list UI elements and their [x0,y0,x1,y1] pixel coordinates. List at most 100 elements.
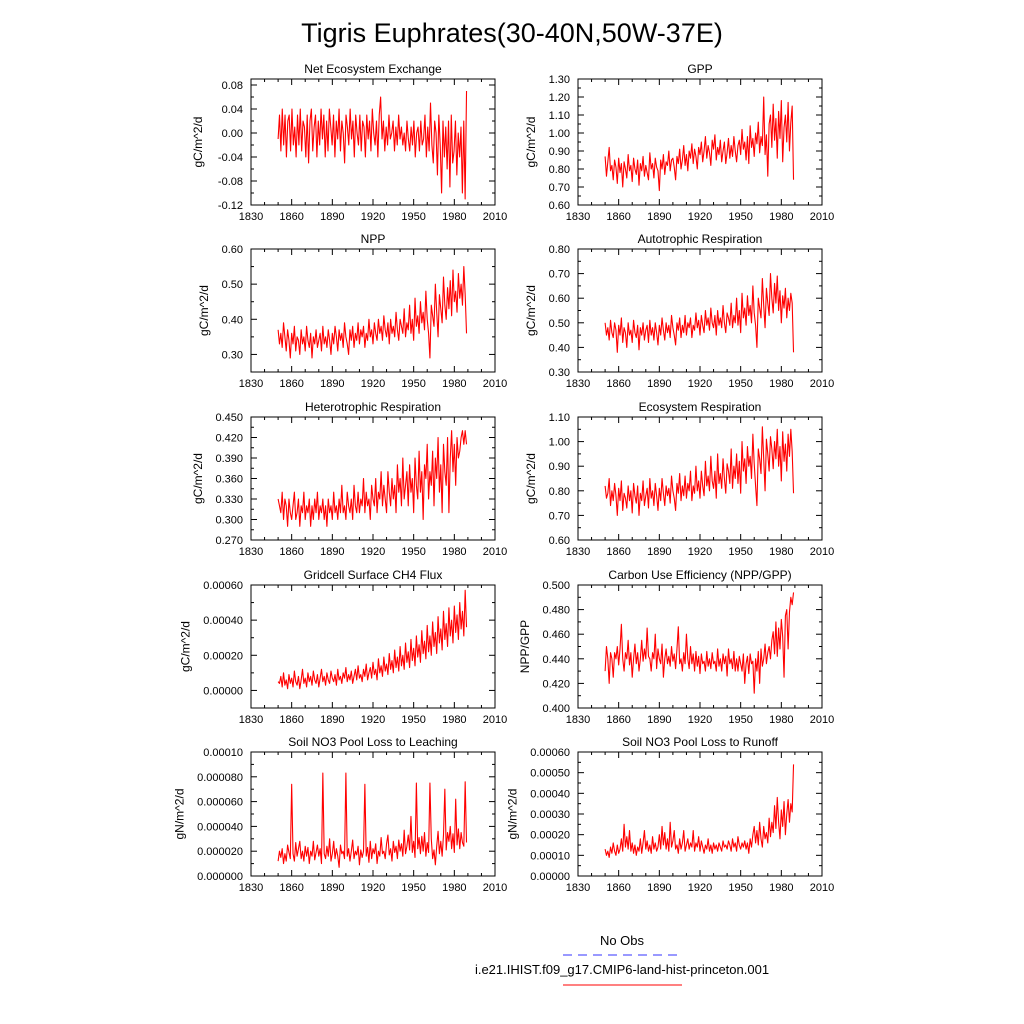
x-tick-label: 1980 [442,378,466,390]
x-tick-label: 2010 [810,378,834,390]
x-tick-label: 1980 [769,546,793,558]
series-line [277,589,468,690]
x-tick-label: 1980 [769,714,793,726]
x-tick-label: 1980 [442,211,466,223]
x-tick-label: 1950 [401,882,425,894]
y-tick-label: 0.40 [549,342,570,354]
y-tick-label: 0.00020 [203,650,243,662]
series-line [277,266,468,359]
x-tick-label: 1830 [239,882,263,894]
x-tick-label: 2010 [810,546,834,558]
panel-title: Soil NO3 Pool Loss to Runoff [622,735,779,749]
legend-obs-label: No Obs [600,933,645,948]
y-tick-label: 0.00060 [203,580,243,592]
y-tick-label: 0.440 [542,654,570,666]
y-tick-label: 0.270 [215,535,243,547]
y-tick-label: -0.08 [218,176,243,188]
x-tick-label: 1950 [401,714,425,726]
panel-npp: 1830 1860 1890 1920 1950 1980 2010 0.30 0.40 0.50… [197,232,507,390]
y-axis-label: gC/m^2/d [191,453,205,504]
x-tick-label: 1950 [728,546,752,558]
y-tick-label: 1.10 [549,110,570,122]
x-tick-label: 1980 [769,882,793,894]
y-axis-label: gN/m^2/d [172,789,186,840]
y-tick-label: 0.00010 [530,850,570,862]
x-tick-label: 1920 [688,546,712,558]
y-tick-label: 0.00030 [530,809,570,821]
y-tick-label: 0.420 [542,678,570,690]
y-tick-label: 0.450 [215,412,243,424]
x-tick-label: 1920 [688,211,712,223]
x-tick-label: 1890 [647,378,671,390]
x-tick-label: 1920 [361,546,385,558]
series-line [277,430,468,527]
x-tick-label: 1920 [688,714,712,726]
y-tick-label: 0.000020 [197,846,243,858]
x-tick-label: 1920 [361,211,385,223]
y-tick-label: 0.80 [549,486,570,498]
y-tick-label: 0.00 [222,128,243,140]
panel-autotrophic-respiration: 1830 1860 1890 1920 1950 1980 2010 0.30 0.40 0.50… [524,232,834,390]
series-line [277,772,468,868]
x-tick-label: 1860 [606,714,630,726]
panel-heterotrophic-respiration: 1830 1860 1890 1920 1950 1980 2010 0.270 0.300 0.… [191,400,507,558]
x-tick-label: 1830 [566,546,590,558]
series-line [277,90,468,200]
panel-soil-no3-pool-loss-to-leaching: 1830 1860 1890 1920 1950 1980 2010 0.000000 0.00… [172,735,507,894]
y-tick-label: 0.70 [549,182,570,194]
y-tick-label: 0.70 [549,269,570,281]
panel-gpp: 1830 1860 1890 1920 1950 1980 2010 0.60 0.70 0.80… [524,62,834,223]
plot-frame [250,751,496,877]
x-tick-label: 1950 [401,211,425,223]
x-tick-label: 1980 [442,882,466,894]
figure-title: Tigris Euphrates(30-40N,50W-37E) [301,18,723,48]
x-tick-label: 1890 [320,211,344,223]
x-tick-label: 1830 [566,714,590,726]
x-tick-label: 1950 [401,546,425,558]
y-tick-label: -0.12 [218,200,243,212]
y-tick-label: 0.330 [215,494,243,506]
y-tick-label: 0.00060 [530,747,570,759]
y-tick-label: 0.460 [542,629,570,641]
y-tick-label: 1.00 [549,128,570,140]
series-line [604,592,795,694]
x-tick-label: 2010 [483,378,507,390]
x-tick-label: 1920 [361,714,385,726]
x-tick-label: 1980 [769,378,793,390]
x-tick-label: 1830 [239,378,263,390]
y-tick-label: 1.00 [549,437,570,449]
x-tick-label: 1950 [728,211,752,223]
y-tick-label: 0.420 [215,433,243,445]
x-tick-label: 2010 [483,714,507,726]
x-tick-label: 1860 [606,546,630,558]
panel-title: Ecosystem Respiration [639,400,762,414]
y-tick-label: 0.000080 [197,772,243,784]
x-tick-label: 1920 [688,378,712,390]
y-tick-label: 0.80 [549,164,570,176]
legend: No Obs i.e21.IHIST.f09_g17.CMIP6-land-hi… [475,933,769,986]
y-tick-label: 1.10 [549,412,570,424]
y-tick-label: 0.00020 [530,830,570,842]
panel-title: Carbon Use Efficiency (NPP/GPP) [608,568,791,582]
plot-frame [250,248,496,373]
x-tick-label: 1830 [239,211,263,223]
y-tick-label: 0.60 [222,244,243,256]
x-tick-label: 1860 [279,882,303,894]
y-tick-label: 1.30 [549,74,570,86]
y-tick-label: 0.480 [542,605,570,617]
y-tick-label: 0.400 [542,703,570,715]
x-tick-label: 1860 [606,378,630,390]
x-tick-label: 1890 [320,546,344,558]
plot-frame [577,248,823,373]
y-tick-label: 0.70 [549,510,570,522]
y-tick-label: 1.20 [549,92,570,104]
y-tick-label: 0.000040 [197,821,243,833]
y-tick-label: 0.00040 [203,615,243,627]
y-tick-label: 0.500 [542,580,570,592]
series-line [604,764,795,858]
x-tick-label: 1980 [442,546,466,558]
y-axis-label: gC/m^2/d [179,621,193,672]
series-line [604,426,795,516]
x-tick-label: 1890 [647,714,671,726]
